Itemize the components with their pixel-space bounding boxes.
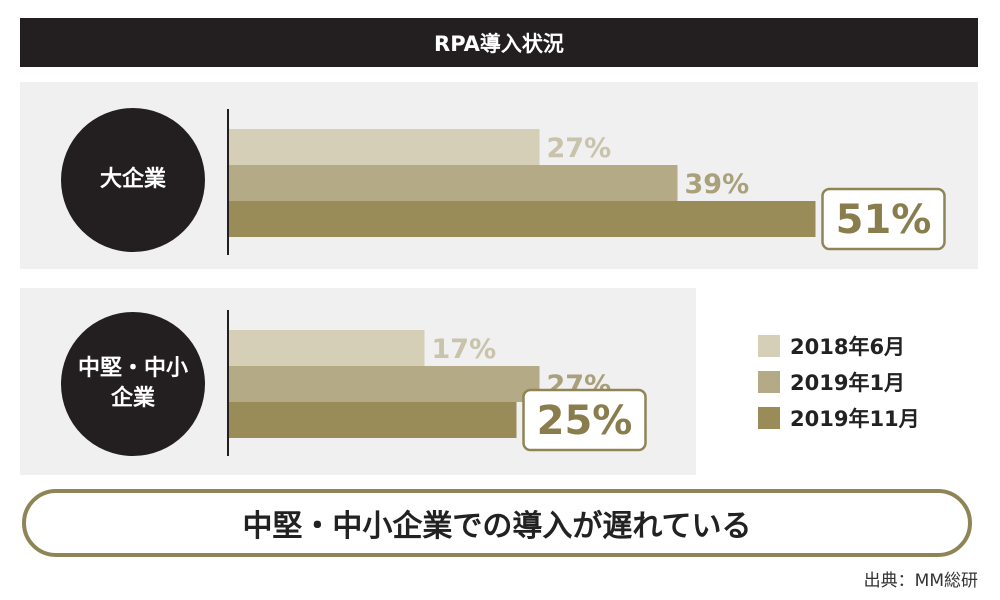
value-label-highlight: 51%: [836, 197, 932, 243]
bar: [229, 165, 678, 201]
legend-item: 2019年1月: [758, 364, 920, 400]
legend-swatch: [758, 371, 780, 393]
bar: [229, 330, 425, 366]
chart-title: RPA導入状況: [20, 18, 978, 67]
value-label-highlight: 25%: [537, 398, 633, 444]
legend-item: 2018年6月: [758, 328, 920, 364]
bar: [229, 402, 517, 438]
bar: [229, 129, 540, 165]
category-circle-large-enterprise: 大企業: [61, 108, 205, 252]
highlight-value-box: [821, 187, 946, 251]
legend-swatch: [758, 407, 780, 429]
category-label-large-enterprise: 大企業: [99, 167, 166, 193]
legend-swatch: [758, 335, 780, 357]
category-label-sme-line1: 中堅・中小: [77, 356, 188, 382]
source-note: 出典：MM総研: [863, 571, 978, 591]
value-label: 17%: [432, 334, 497, 365]
legend-label: 2018年6月: [790, 335, 906, 359]
bar: [229, 201, 816, 237]
conclusion-banner: 中堅・中小企業での導入が遅れている: [22, 489, 972, 557]
value-label: 27%: [547, 133, 612, 164]
highlight-value-box: [522, 388, 647, 452]
bar: [229, 366, 540, 402]
legend: 2018年6月 2019年1月 2019年11月: [758, 328, 920, 436]
legend-label: 2019年11月: [790, 407, 920, 431]
legend-item: 2019年11月: [758, 400, 920, 436]
category-label-sme-line2: 企業: [110, 386, 155, 411]
category-circle-sme: 中堅・中小 企業: [61, 312, 205, 456]
value-label: 39%: [685, 169, 750, 200]
legend-label: 2019年1月: [790, 371, 906, 395]
